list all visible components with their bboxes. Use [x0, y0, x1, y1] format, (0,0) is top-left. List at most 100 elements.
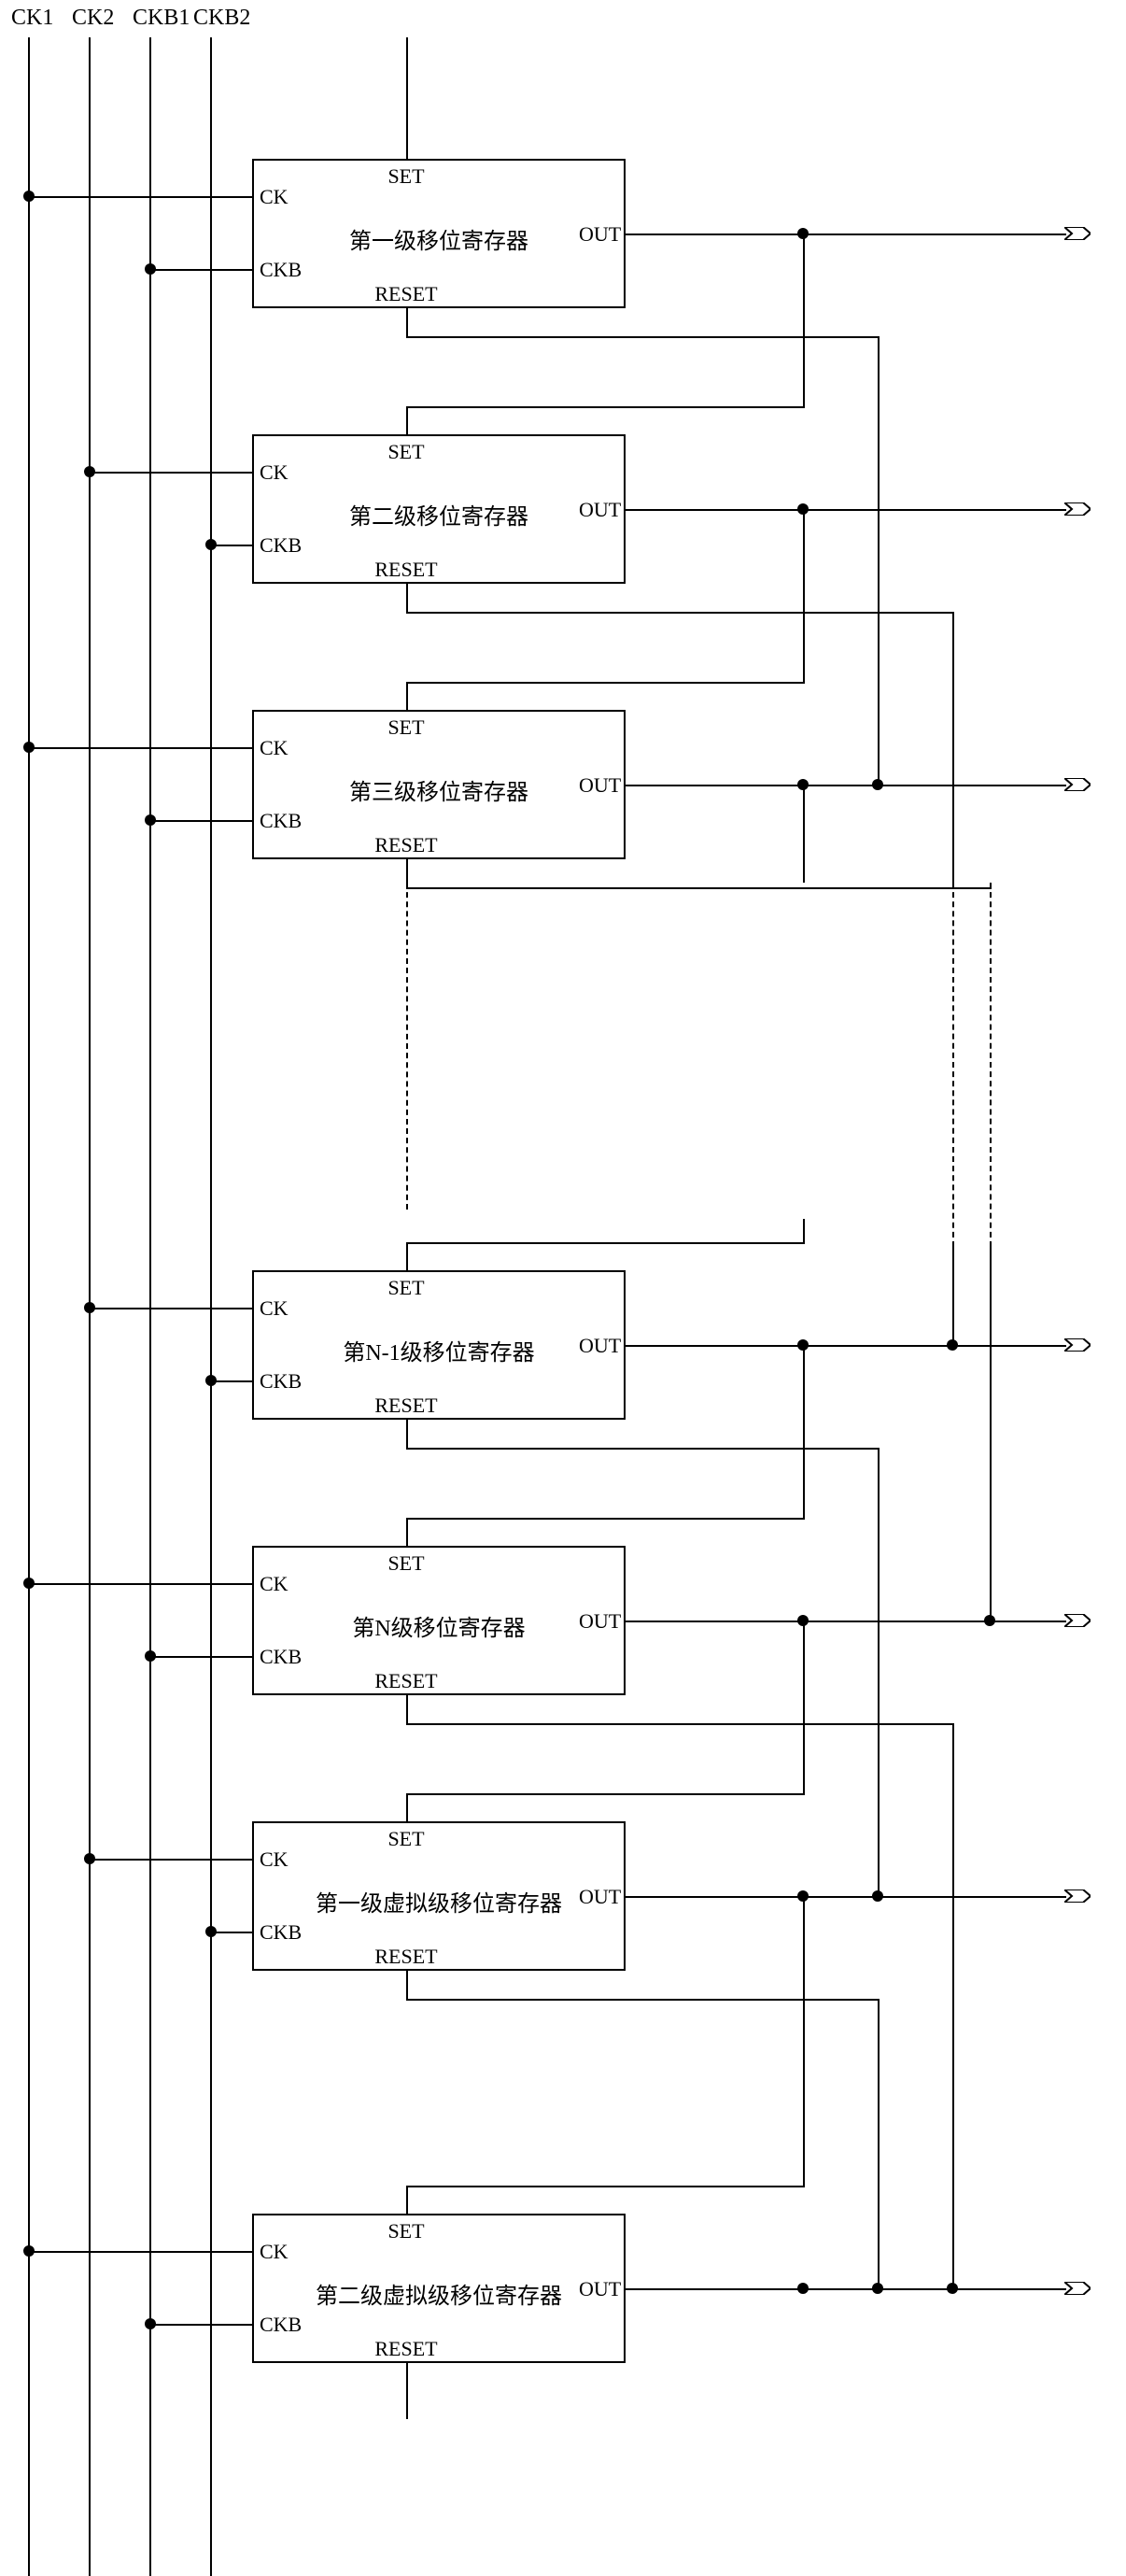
junction-dot	[23, 1578, 35, 1589]
wire	[803, 1621, 805, 1793]
output-arrow-icon	[1064, 1890, 1091, 1903]
wire	[406, 2186, 408, 2214]
junction-dot	[145, 814, 156, 826]
label-text: CKB	[260, 2313, 302, 2337]
label-text: SET	[387, 715, 424, 740]
wire	[878, 1448, 880, 1896]
label-text: 第一级虚拟级移位寄存器	[316, 1885, 562, 1918]
wire	[406, 37, 408, 159]
label-text: CKB2	[193, 6, 250, 31]
label-text: CK	[260, 1296, 289, 1321]
wire	[89, 1308, 254, 1309]
wire	[952, 1723, 954, 2288]
wire	[406, 1971, 408, 1999]
label-text: SET	[387, 164, 424, 189]
wire	[406, 1518, 408, 1546]
wire	[803, 1345, 805, 1518]
output-arrow-icon	[1064, 2282, 1091, 2295]
label-text: RESET	[374, 282, 437, 306]
label-text: CK	[260, 2240, 289, 2264]
wire	[149, 820, 254, 822]
label-text: RESET	[374, 1945, 437, 1969]
wire	[626, 1896, 1066, 1898]
label-text: SET	[387, 2219, 424, 2243]
label-text: RESET	[374, 558, 437, 582]
junction-dot	[797, 2283, 809, 2294]
wire	[28, 37, 30, 2576]
wire	[952, 1247, 954, 1345]
output-arrow-icon	[1064, 502, 1091, 516]
wire	[406, 1793, 805, 1795]
label-text: 第N-1级移位寄存器	[343, 1334, 534, 1366]
wire	[149, 37, 151, 2576]
wire	[803, 1219, 805, 1242]
wire	[406, 2186, 805, 2187]
ellipsis-wire	[406, 883, 408, 1210]
label-text: RESET	[374, 833, 437, 857]
output-arrow-icon	[1064, 1338, 1091, 1352]
label-text: OUT	[579, 498, 621, 522]
wire	[28, 1583, 254, 1585]
junction-dot	[145, 263, 156, 275]
label-text: CK	[260, 736, 289, 760]
label-text: OUT	[579, 1609, 621, 1634]
wire	[803, 509, 805, 682]
ellipsis-wire	[952, 883, 954, 1247]
wire	[406, 1695, 408, 1723]
wire	[803, 234, 805, 406]
label-text: CK	[260, 460, 289, 485]
label-text: CKB	[260, 258, 302, 282]
wire	[28, 747, 254, 749]
wire	[952, 612, 954, 883]
junction-dot	[205, 1375, 217, 1386]
label-text: CK	[260, 1847, 289, 1872]
label-text: 第三级移位寄存器	[349, 773, 528, 806]
label-text: OUT	[579, 2277, 621, 2301]
label-text: OUT	[579, 1885, 621, 1909]
label-text: RESET	[374, 1394, 437, 1418]
junction-dot	[84, 1853, 95, 1864]
junction-dot	[84, 1302, 95, 1313]
wire	[406, 1793, 408, 1821]
label-text: 第一级移位寄存器	[349, 222, 528, 255]
wire	[149, 269, 254, 271]
wire	[878, 336, 880, 785]
label-text: 第N级移位寄存器	[352, 1609, 525, 1642]
wire	[803, 1896, 805, 2186]
junction-dot	[84, 466, 95, 477]
label-text: CKB1	[133, 6, 190, 31]
wire	[406, 406, 805, 408]
output-arrow-icon	[1064, 1614, 1091, 1627]
wire	[878, 1999, 880, 2288]
label-text: CK	[260, 1572, 289, 1596]
label-text: SET	[387, 440, 424, 464]
output-arrow-icon	[1064, 778, 1091, 791]
wire	[990, 1247, 992, 1621]
wire	[406, 887, 992, 889]
label-text: OUT	[579, 773, 621, 798]
wire	[406, 682, 805, 684]
wire	[406, 1448, 880, 1450]
wire	[626, 2288, 1066, 2290]
junction-dot	[145, 1650, 156, 1662]
output-arrow-icon	[1064, 227, 1091, 240]
wire	[406, 682, 408, 710]
junction-dot	[205, 1926, 217, 1937]
ellipsis-wire	[990, 883, 992, 1247]
label-text: OUT	[579, 1334, 621, 1358]
wire	[803, 785, 805, 883]
junction-dot	[23, 191, 35, 202]
label-text: CK	[260, 185, 289, 209]
label-text: 第二级虚拟级移位寄存器	[316, 2277, 562, 2310]
label-text: CKB	[260, 533, 302, 558]
label-text: SET	[387, 1827, 424, 1851]
label-text: SET	[387, 1276, 424, 1300]
wire	[210, 1380, 254, 1382]
wire	[626, 1621, 1066, 1622]
wire	[406, 308, 408, 336]
label-text: CK2	[72, 6, 114, 31]
wire	[406, 584, 408, 612]
label-text: CKB	[260, 1645, 302, 1669]
wire	[406, 612, 954, 614]
label-text: CKB	[260, 1369, 302, 1394]
